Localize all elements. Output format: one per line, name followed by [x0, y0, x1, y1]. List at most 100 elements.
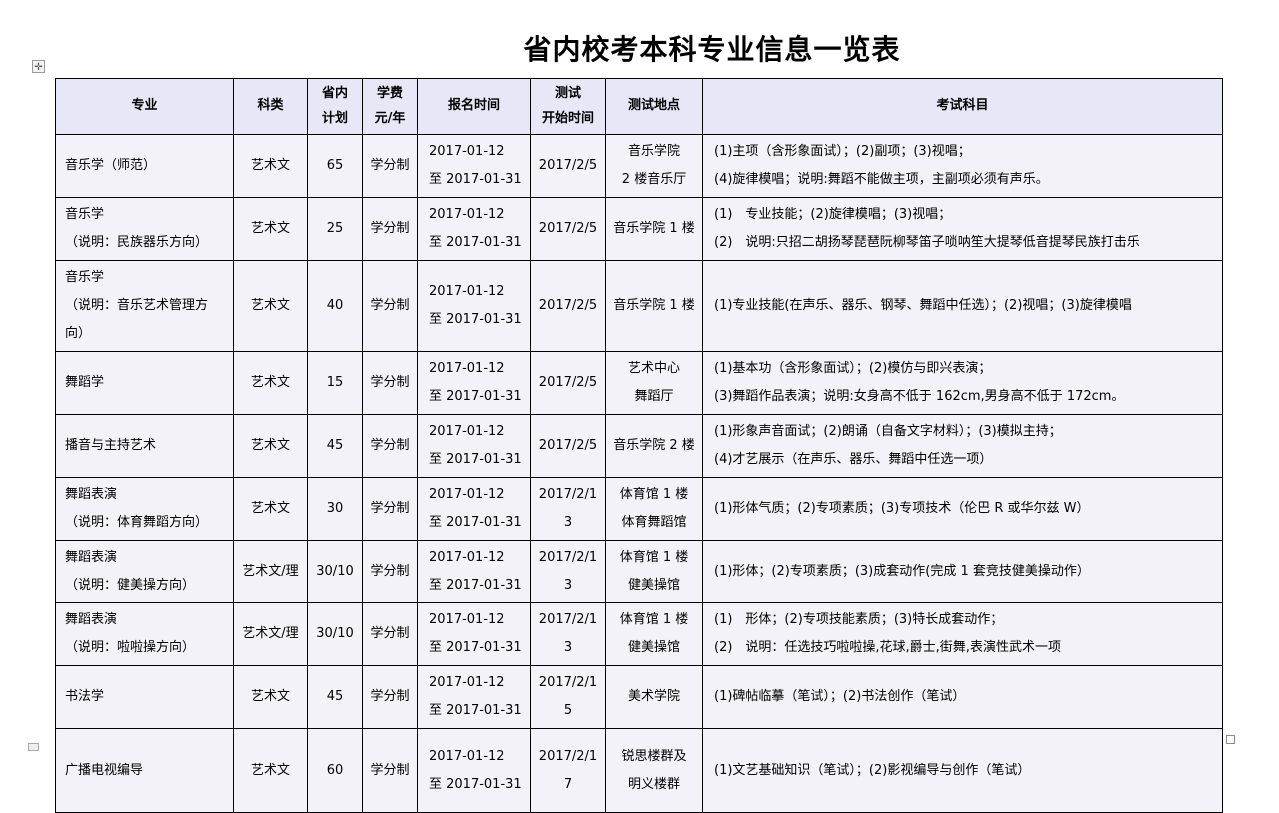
cell-reg-time: 2017-01-12 至 2017-01-31 — [417, 197, 531, 262]
cell-major: 音乐学 （说明：民族器乐方向） — [55, 197, 234, 262]
cell-category: 艺术文 — [233, 728, 308, 813]
cell-subjects: (1)基本功（含形象面试）；(2)模仿与即兴表演； (3)舞蹈作品表演；说明:女… — [702, 350, 1223, 415]
cell-location: 美术学院 — [605, 665, 703, 730]
cell-reg-time: 2017-01-12 至 2017-01-31 — [417, 413, 531, 478]
cell-tuition: 学分制 — [362, 728, 418, 813]
table-move-handle-icon[interactable]: ✛ — [32, 60, 45, 73]
cell-location: 音乐学院 2 楼音乐厅 — [605, 134, 703, 199]
cell-tuition: 学分制 — [362, 665, 418, 730]
cell-reg-time: 2017-01-12 至 2017-01-31 — [417, 476, 531, 541]
table-row: 音乐学 （说明：民族器乐方向） 艺术文 25 学分制 2017-01-12 至 2017… — [55, 197, 1223, 262]
cell-reg-time: 2017-01-12 至 2017-01-31 — [417, 350, 531, 415]
cell-test-date: 2017/2/17 — [530, 728, 606, 813]
cell-major: 音乐学 （说明：音乐艺术管理方向） — [55, 260, 234, 352]
cell-location: 体育馆 1 楼 体育舞蹈馆 — [605, 476, 703, 541]
cell-major: 舞蹈表演 （说明：健美操方向） — [55, 539, 234, 604]
cell-reg-time: 2017-01-12 至 2017-01-31 — [417, 539, 531, 604]
cell-test-date: 2017/2/5 — [530, 413, 606, 478]
cell-location: 锐思楼群及 明义楼群 — [605, 728, 703, 813]
cell-subjects: (1) 形体；(2)专项技能素质；(3)特长成套动作； (2) 说明：任选技巧啦… — [702, 602, 1223, 667]
cell-reg-time: 2017-01-12 至 2017-01-31 — [417, 602, 531, 667]
table-row: 播音与主持艺术 艺术文 45 学分制 2017-01-12 至 2017-01-31 20… — [55, 413, 1223, 478]
cell-test-date: 2017/2/5 — [530, 134, 606, 199]
document-page: { "title": "省内校考本科专业信息一览表", "icons": { "… — [28, 33, 1235, 813]
cell-major: 舞蹈表演 （说明：体育舞蹈方向） — [55, 476, 234, 541]
cell-plan: 45 — [307, 413, 363, 478]
table-body: 音乐学（师范） 艺术文 65 学分制 2017-01-12 至 2017-01-31 20… — [55, 134, 1223, 813]
cell-plan: 45 — [307, 665, 363, 730]
cell-subjects: (1)碑帖临摹（笔试）；(2)书法创作（笔试） — [702, 665, 1223, 730]
cell-tuition: 学分制 — [362, 539, 418, 604]
table-row: 舞蹈表演 （说明：啦啦操方向） 艺术文/理 30/10 学分制 2017-01-12 至… — [55, 602, 1223, 667]
cell-major: 舞蹈学 — [55, 350, 234, 415]
cell-tuition: 学分制 — [362, 260, 418, 352]
cell-major: 音乐学（师范） — [55, 134, 234, 199]
cell-tuition: 学分制 — [362, 350, 418, 415]
cell-category: 艺术文 — [233, 260, 308, 352]
table-row: 舞蹈表演 （说明：体育舞蹈方向） 艺术文 30 学分制 2017-01-12 至 201… — [55, 476, 1223, 541]
cell-category: 艺术文 — [233, 665, 308, 730]
header-plan: 省内 计划 — [307, 77, 363, 136]
cell-tuition: 学分制 — [362, 134, 418, 199]
table-header: 专业 科类 省内 计划 学费 元/年 报名时间 测试 开始时间 测试地点 考试科… — [55, 77, 1223, 136]
cell-test-date: 2017/2/15 — [530, 665, 606, 730]
header-major: 专业 — [55, 77, 234, 136]
cell-major: 舞蹈表演 （说明：啦啦操方向） — [55, 602, 234, 667]
table-resize-handle-icon[interactable] — [1226, 735, 1235, 744]
cell-tuition: 学分制 — [362, 197, 418, 262]
cell-major: 书法学 — [55, 665, 234, 730]
cell-test-date: 2017/2/13 — [530, 539, 606, 604]
cell-subjects: (1)专业技能(在声乐、器乐、钢琴、舞蹈中任选）；(2)视唱；(3)旋律模唱 — [702, 260, 1223, 352]
cell-subjects: (1)主项（含形象面试）；(2)副项；(3)视唱； (4)旋律模唱；说明:舞蹈不… — [702, 134, 1223, 199]
cell-reg-time: 2017-01-12 至 2017-01-31 — [417, 728, 531, 813]
cell-category: 艺术文/理 — [233, 602, 308, 667]
cell-reg-time: 2017-01-12 至 2017-01-31 — [417, 134, 531, 199]
cell-plan: 30/10 — [307, 539, 363, 604]
cell-location: 艺术中心 舞蹈厅 — [605, 350, 703, 415]
table-row: 舞蹈学 艺术文 15 学分制 2017-01-12 至 2017-01-31 2017/2… — [55, 350, 1223, 415]
cell-subjects: (1)形体；(2)专项素质；(3)成套动作(完成 1 套竞技健美操动作） — [702, 539, 1223, 604]
table-row: 音乐学（师范） 艺术文 65 学分制 2017-01-12 至 2017-01-31 20… — [55, 134, 1223, 199]
cell-test-date: 2017/2/5 — [530, 197, 606, 262]
cell-location: 音乐学院 2 楼 — [605, 413, 703, 478]
header-location: 测试地点 — [605, 77, 703, 136]
cell-major: 播音与主持艺术 — [55, 413, 234, 478]
cell-location: 体育馆 1 楼 健美操馆 — [605, 602, 703, 667]
header-subjects: 考试科目 — [702, 77, 1223, 136]
cell-plan: 15 — [307, 350, 363, 415]
cell-subjects: (1) 专业技能；(2)旋律模唱；(3)视唱； (2) 说明:只招二胡扬琴琵琶阮… — [702, 197, 1223, 262]
cell-category: 艺术文 — [233, 350, 308, 415]
table-row: 舞蹈表演 （说明：健美操方向） 艺术文/理 30/10 学分制 2017-01-12 至… — [55, 539, 1223, 604]
cell-subjects: (1)形象声音面试；(2)朗诵（自备文字材料）；(3)模拟主持； (4)才艺展示… — [702, 413, 1223, 478]
cell-test-date: 2017/2/5 — [530, 350, 606, 415]
cell-category: 艺术文 — [233, 197, 308, 262]
cell-plan: 65 — [307, 134, 363, 199]
cell-subjects: (1)形体气质；(2)专项素质；(3)专项技术（伦巴 R 或华尔兹 W） — [702, 476, 1223, 541]
header-row: 专业 科类 省内 计划 学费 元/年 报名时间 测试 开始时间 测试地点 考试科… — [55, 77, 1223, 136]
cell-category: 艺术文 — [233, 413, 308, 478]
cell-tuition: 学分制 — [362, 476, 418, 541]
cell-plan: 40 — [307, 260, 363, 352]
header-reg-time: 报名时间 — [417, 77, 531, 136]
header-tuition: 学费 元/年 — [362, 77, 418, 136]
cell-plan: 30 — [307, 476, 363, 541]
cell-plan: 60 — [307, 728, 363, 813]
cell-reg-time: 2017-01-12 至 2017-01-31 — [417, 260, 531, 352]
cell-location: 体育馆 1 楼 健美操馆 — [605, 539, 703, 604]
cell-test-date: 2017/2/5 — [530, 260, 606, 352]
table-row: 书法学 艺术文 45 学分制 2017-01-12 至 2017-01-31 2017/2… — [55, 665, 1223, 730]
cell-plan: 30/10 — [307, 602, 363, 667]
cell-tuition: 学分制 — [362, 602, 418, 667]
cell-major: 广播电视编导 — [55, 728, 234, 813]
cell-subjects: (1)文艺基础知识（笔试）；(2)影视编导与创作（笔试） — [702, 728, 1223, 813]
header-test-start: 测试 开始时间 — [530, 77, 606, 136]
page-corner-mark-icon — [28, 743, 39, 751]
cell-reg-time: 2017-01-12 至 2017-01-31 — [417, 665, 531, 730]
majors-info-table: 专业 科类 省内 计划 学费 元/年 报名时间 测试 开始时间 测试地点 考试科… — [55, 77, 1223, 813]
cell-category: 艺术文 — [233, 476, 308, 541]
cell-category: 艺术文 — [233, 134, 308, 199]
cell-location: 音乐学院 1 楼 — [605, 260, 703, 352]
page-title: 省内校考本科专业信息一览表 — [523, 33, 901, 66]
cell-test-date: 2017/2/13 — [530, 476, 606, 541]
cell-plan: 25 — [307, 197, 363, 262]
